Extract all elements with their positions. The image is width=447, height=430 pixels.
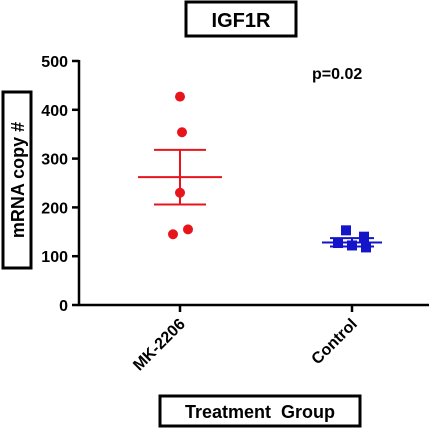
x-tick-label: Control <box>309 316 361 368</box>
y-axis-label: mRNA copy # <box>8 122 28 238</box>
y-ticks: 0 100 200 300 400 500 <box>41 54 79 315</box>
ylabel-box <box>1 90 33 270</box>
y-tick-label: 400 <box>41 103 68 120</box>
data-point <box>359 231 369 242</box>
x-axis-label: Treatment Group <box>185 402 335 422</box>
y-tick-label: 300 <box>41 152 68 169</box>
data-point <box>168 229 178 240</box>
series-Control <box>322 225 382 253</box>
data-point <box>177 127 187 138</box>
y-tick-label: 0 <box>59 298 68 315</box>
y-tick-label: 100 <box>41 249 68 266</box>
title-box <box>184 0 298 38</box>
axes <box>77 60 429 307</box>
data-point <box>341 225 351 236</box>
data-point <box>183 224 193 235</box>
y-tick-label: 500 <box>41 54 68 71</box>
chart-title: IGF1R <box>212 10 271 32</box>
data-point <box>175 91 185 102</box>
p-value-annotation: p=0.02 <box>312 66 362 83</box>
y-tick-label: 200 <box>41 200 68 217</box>
data-marks <box>138 91 382 253</box>
x-tick-label: MK-2206 <box>130 316 189 375</box>
series-MK-2206 <box>138 91 222 240</box>
x-ticks: MK-2206 Control <box>130 305 361 374</box>
xlabel-box <box>158 394 362 428</box>
